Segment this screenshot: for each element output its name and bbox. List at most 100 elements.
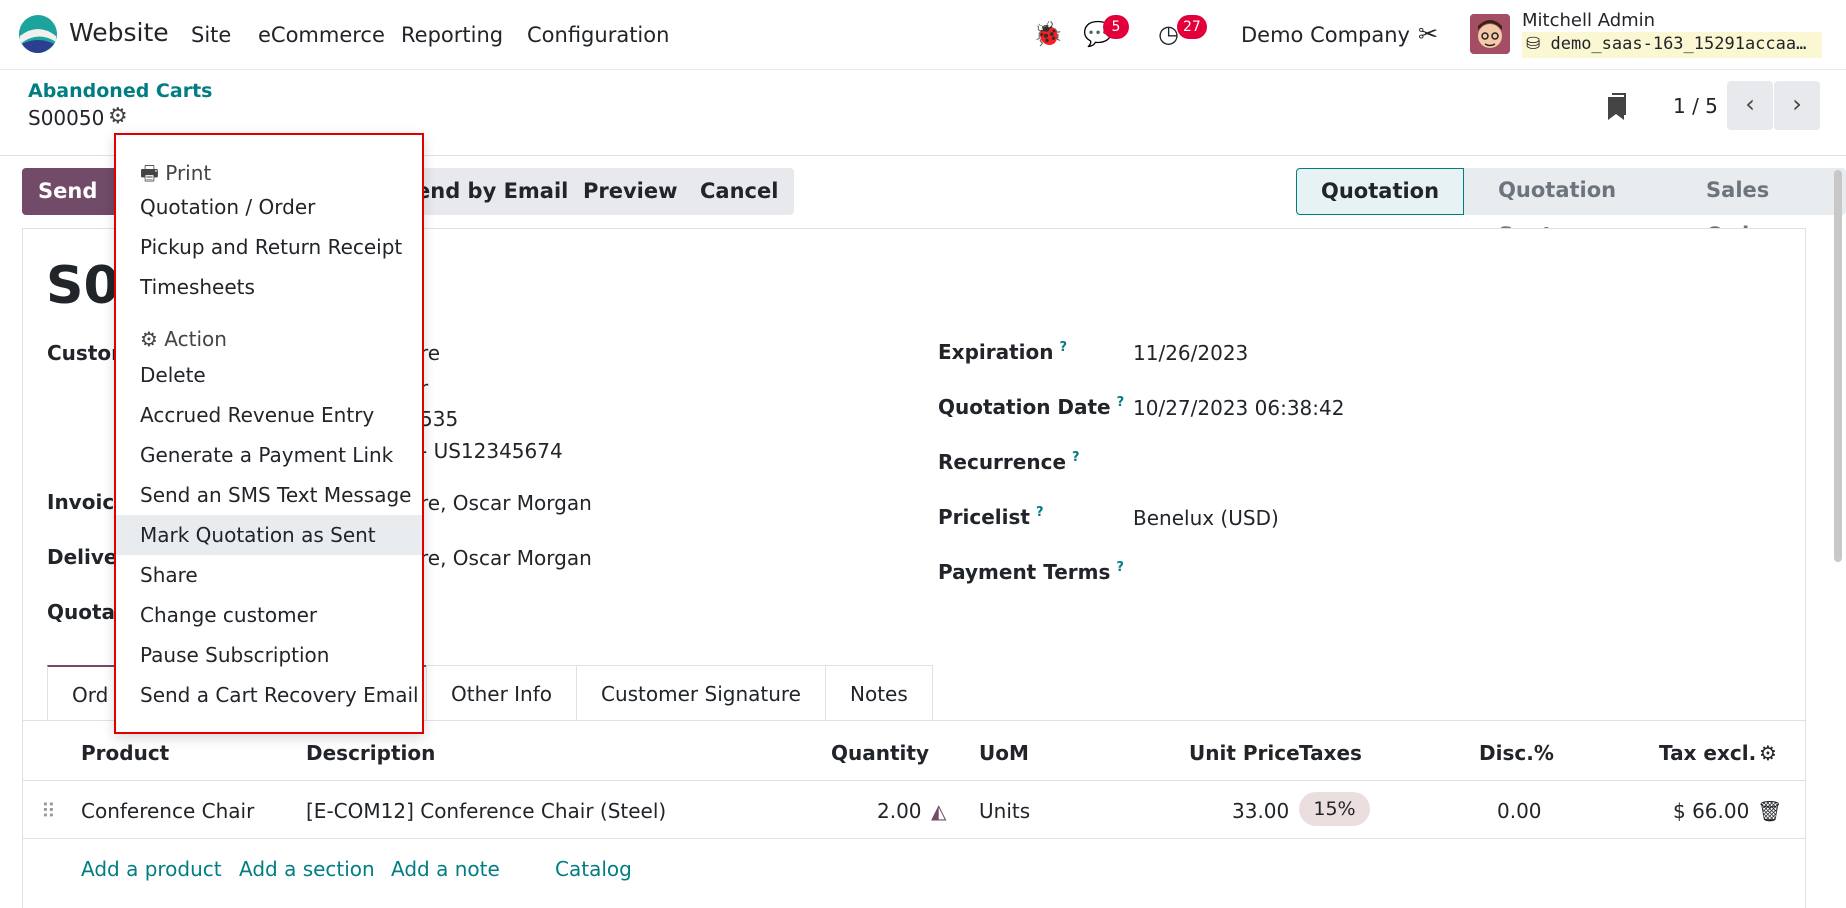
company-switcher[interactable]: Demo Company — [1241, 23, 1410, 47]
col-product[interactable]: Product — [81, 741, 170, 765]
invoice-address-value[interactable]: re, Oscar Morgan — [420, 491, 592, 515]
stage-sales-order[interactable]: Sales Order — [1672, 168, 1846, 247]
top-navbar: Website Site eCommerce Reporting Configu… — [0, 0, 1846, 70]
help-icon[interactable]: ? — [1116, 560, 1124, 576]
database-label: demo_saas-163_15291accaa… — [1550, 34, 1807, 54]
tab-notes[interactable]: Notes — [825, 665, 933, 721]
menu-item-mark-sent[interactable]: Mark Quotation as Sent — [116, 515, 422, 555]
menu-site[interactable]: Site — [191, 23, 232, 47]
tab-divider — [22, 720, 1806, 721]
menu-item-quotation-order[interactable]: Quotation / Order — [140, 195, 316, 219]
tab-customer-signature[interactable]: Customer Signature — [576, 665, 826, 721]
menu-item-pause-subscription[interactable]: Pause Subscription — [140, 643, 330, 667]
menu-item-sms[interactable]: Send an SMS Text Message — [140, 483, 412, 507]
menu-item-share[interactable]: Share — [140, 563, 198, 587]
menu-item-change-customer[interactable]: Change customer — [140, 603, 318, 627]
col-tax-excl[interactable]: Tax excl. — [1659, 741, 1757, 765]
col-uom[interactable]: UoM — [979, 741, 1029, 765]
user-avatar-icon — [1470, 14, 1510, 54]
expiration-label-text: Expiration — [938, 340, 1054, 364]
col-quantity[interactable]: Quantity — [831, 741, 929, 765]
col-taxes[interactable]: Taxes — [1299, 741, 1362, 765]
menu-item-cart-recovery-email[interactable]: Send a Cart Recovery Email — [140, 683, 419, 707]
row-unit-price[interactable]: 33.00 — [1232, 799, 1290, 823]
col-unit-price[interactable]: Unit Price — [1189, 741, 1300, 765]
actions-dropdown: 🖶 Print Quotation / Order Pickup and Ret… — [114, 133, 424, 734]
stage-quotation-sent[interactable]: Quotation Sent — [1464, 168, 1673, 247]
delivery-address-value[interactable]: re, Oscar Morgan — [420, 546, 592, 570]
customer-line-2: r — [420, 376, 429, 400]
col-disc[interactable]: Disc.% — [1479, 741, 1554, 765]
menu-configuration[interactable]: Configuration — [527, 23, 670, 47]
customer-line-1[interactable]: re — [420, 341, 441, 365]
row-product[interactable]: Conference Chair — [81, 799, 255, 823]
trash-icon[interactable]: 🗑 — [1757, 799, 1783, 823]
cancel-button[interactable]: Cancel — [684, 168, 795, 215]
preview-button[interactable]: Preview — [567, 168, 694, 215]
column-settings-icon[interactable]: ⚙ — [1759, 741, 1777, 765]
debug-bug-icon[interactable]: 🐞 — [1033, 20, 1063, 48]
add-product-link[interactable]: Add a product — [81, 857, 222, 881]
help-icon[interactable]: ? — [1059, 340, 1068, 356]
payment-terms-label-text: Payment Terms — [938, 560, 1111, 584]
menu-item-delete[interactable]: Delete — [140, 363, 206, 387]
recurrence-label-text: Recurrence — [938, 450, 1067, 474]
pricelist-value[interactable]: Benelux (USD) — [1133, 506, 1279, 530]
tab-other-info[interactable]: Other Info — [426, 665, 577, 721]
row-uom[interactable]: Units — [979, 799, 1031, 823]
chevron-left-icon: ‹ — [1745, 90, 1755, 118]
website-app-icon[interactable] — [18, 14, 58, 54]
menu-reporting[interactable]: Reporting — [401, 23, 504, 47]
help-icon[interactable]: ? — [1035, 505, 1044, 521]
breadcrumb-parent[interactable]: Abandoned Carts — [28, 80, 213, 102]
scrollbar[interactable] — [1834, 170, 1842, 562]
row-divider — [22, 838, 1806, 839]
chat-badge: 5 — [1103, 15, 1129, 39]
help-icon[interactable]: ? — [1072, 450, 1080, 466]
payment-terms-label: Payment Terms? — [938, 560, 1124, 584]
menu-item-accrued-revenue[interactable]: Accrued Revenue Entry — [140, 403, 375, 427]
database-icon: ⛁ — [1526, 34, 1551, 54]
activity-clock-icon[interactable]: ◷ — [1158, 20, 1179, 48]
print-header-label: Print — [165, 161, 212, 185]
col-description[interactable]: Description — [306, 741, 436, 765]
expiration-value[interactable]: 11/26/2023 — [1133, 341, 1249, 365]
gear-icon[interactable]: ⚙ — [108, 104, 128, 129]
add-section-link[interactable]: Add a section — [239, 857, 375, 881]
printer-icon: 🖶 — [140, 161, 159, 185]
row-discount[interactable]: 0.00 — [1497, 799, 1542, 823]
drag-handle-icon[interactable]: ⠿ — [41, 799, 56, 823]
breadcrumb-current: S00050 — [28, 106, 105, 130]
customer-line-4: - US12345674 — [420, 439, 563, 463]
quotation-date-value[interactable]: 10/27/2023 06:38:42 — [1133, 396, 1345, 420]
pager-next-button[interactable]: › — [1774, 81, 1820, 130]
row-divider — [22, 780, 1806, 781]
menu-item-payment-link[interactable]: Generate a Payment Link — [140, 443, 394, 467]
catalog-link[interactable]: Catalog — [555, 857, 632, 881]
menu-item-pickup-return-receipt[interactable]: Pickup and Return Receipt — [140, 235, 403, 259]
print-section-header: 🖶 Print — [140, 159, 211, 193]
send-by-email-button[interactable]: end by Email — [410, 168, 585, 215]
row-description[interactable]: [E-COM12] Conference Chair (Steel) — [306, 799, 667, 823]
send-button[interactable]: Send a P — [22, 168, 122, 250]
add-note-link[interactable]: Add a note — [391, 857, 500, 881]
pager-previous-button[interactable]: ‹ — [1727, 81, 1773, 130]
menu-ecommerce[interactable]: eCommerce — [258, 23, 385, 47]
avatar[interactable] — [1470, 14, 1510, 54]
bookmark-icon[interactable] — [1606, 93, 1626, 121]
stage-quotation[interactable]: Quotation — [1296, 168, 1465, 215]
gear-icon: ⚙ — [140, 327, 158, 351]
recurrence-label: Recurrence? — [938, 450, 1080, 474]
tools-icon[interactable]: ✂ — [1418, 20, 1439, 48]
menu-item-timesheets[interactable]: Timesheets — [140, 275, 255, 299]
quotation-date-label-text: Quotation Date — [938, 395, 1111, 419]
row-quantity[interactable]: 2.00 — [877, 799, 922, 823]
row-tax-badge[interactable]: 15% — [1299, 792, 1370, 826]
user-name[interactable]: Mitchell Admin — [1522, 10, 1656, 31]
help-icon[interactable]: ? — [1116, 395, 1125, 411]
pager-value[interactable]: 1 / 5 — [1673, 94, 1718, 118]
activity-badge: 27 — [1177, 15, 1207, 39]
database-name: ⛁ demo_saas-163_15291accaa… — [1522, 32, 1822, 58]
forecast-chart-icon[interactable]: ◭ — [931, 799, 947, 823]
app-name[interactable]: Website — [69, 18, 169, 47]
